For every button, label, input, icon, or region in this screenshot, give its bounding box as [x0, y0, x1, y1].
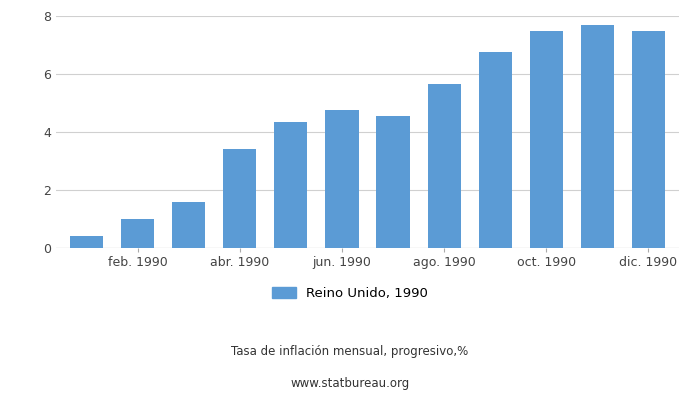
- Bar: [70, 236, 103, 248]
- Bar: [121, 219, 154, 248]
- Bar: [223, 150, 256, 248]
- Bar: [530, 30, 563, 248]
- Legend: Reino Unido, 1990: Reino Unido, 1990: [272, 286, 428, 300]
- Bar: [479, 52, 512, 248]
- Bar: [274, 122, 307, 248]
- Bar: [428, 84, 461, 248]
- Bar: [377, 116, 410, 248]
- Bar: [326, 110, 358, 248]
- Bar: [581, 25, 614, 248]
- Text: Tasa de inflación mensual, progresivo,%: Tasa de inflación mensual, progresivo,%: [232, 346, 468, 358]
- Bar: [172, 202, 205, 248]
- Bar: [632, 30, 665, 248]
- Text: www.statbureau.org: www.statbureau.org: [290, 378, 410, 390]
